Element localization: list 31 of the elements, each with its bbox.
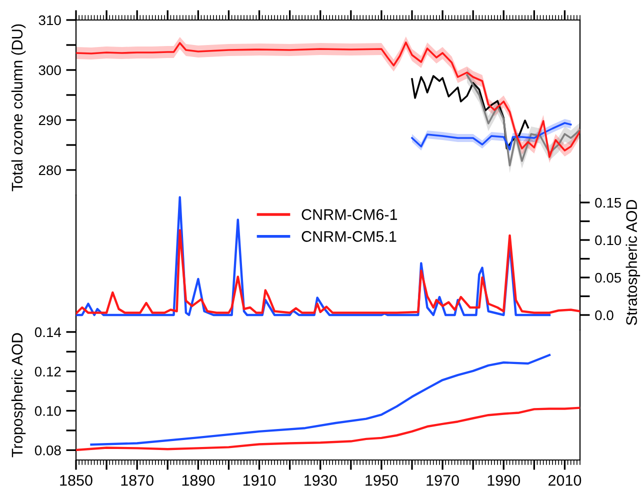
line-series [76, 229, 580, 315]
legend-label: CNRM-CM5.1 [302, 231, 396, 242]
x-tick-label: 1970 [426, 474, 459, 486]
y-tick-label: 0.10 [34, 406, 61, 416]
y2-axis-title: Stratospheric AOD [626, 200, 640, 326]
x-tick-label: 1850 [60, 474, 92, 486]
legend-label: CNRM-CM6-1 [302, 209, 398, 220]
y-tick-label: 0.14 [34, 327, 62, 338]
y-axis-title: Total ozone column (DU) [11, 24, 26, 192]
y-tick-label: 310 [38, 15, 61, 26]
y-tick-label: 0.12 [34, 366, 61, 377]
y-axis-title: Tropospheric AOD [11, 333, 26, 458]
y-tick-label: 0.08 [34, 445, 61, 456]
x-tick-label: 2010 [548, 474, 582, 486]
y-tick-label: 280 [38, 165, 61, 176]
line-series [76, 406, 580, 452]
y2-tick-label: 0.0 [595, 310, 614, 320]
line-series [411, 75, 529, 150]
y2-tick-label: 0.10 [595, 235, 622, 246]
x-tick-label: 1930 [304, 474, 337, 486]
y2-tick-label: 0.15 [595, 198, 622, 208]
line-series [90, 354, 551, 446]
x-tick-label: 1910 [243, 474, 276, 486]
x-tick-label: 1950 [366, 474, 398, 486]
y-tick-label: 300 [38, 65, 61, 76]
x-tick-label: 1990 [488, 474, 520, 486]
line-series [76, 196, 551, 316]
x-tick-label: 1890 [182, 474, 215, 486]
x-tick-label: 1870 [121, 474, 154, 486]
y2-tick-label: 0.05 [595, 272, 622, 283]
y-tick-label: 290 [38, 115, 61, 126]
